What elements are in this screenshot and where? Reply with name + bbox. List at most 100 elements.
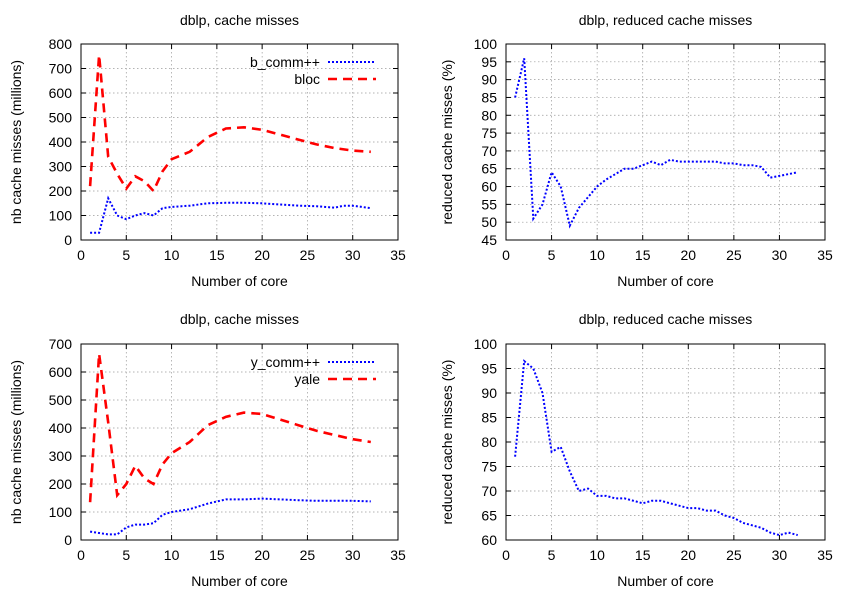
y-tick-label: 80	[481, 107, 497, 123]
y-tick-label: 500	[49, 392, 73, 408]
x-tick-label: 20	[254, 547, 270, 563]
y-tick-label: 60	[481, 179, 497, 195]
y-tick-label: 700	[49, 336, 73, 352]
x-tick-label: 30	[345, 247, 361, 263]
y-tick-label: 75	[481, 125, 497, 141]
y-tick-label: 80	[481, 434, 497, 450]
x-tick-label: 5	[548, 547, 556, 563]
y-tick-label: 55	[481, 196, 497, 212]
y-tick-label: 600	[49, 85, 73, 101]
x-tick-label: 15	[209, 547, 225, 563]
x-tick-label: 35	[817, 547, 833, 563]
x-tick-label: 0	[502, 547, 510, 563]
y-tick-label: 85	[481, 410, 497, 426]
y-tick-label: 100	[474, 36, 498, 52]
legend-label: y_comm++	[251, 354, 320, 370]
x-tick-label: 5	[122, 547, 130, 563]
chart-panel-4: 0 5 10 15 20 25 30 35 60 65 70 75 80 85 90 95 100 dblp, r…	[439, 311, 833, 589]
x-axis-label: Number of core	[617, 273, 714, 289]
y-tick-label: 85	[481, 89, 497, 105]
chart-panel-3: 0 5 10 15 20 25 30 35 0 100 200 300 400 500 600 700 dblp…	[8, 311, 406, 589]
x-tick-label: 20	[680, 547, 696, 563]
plot-frame	[505, 343, 826, 541]
y-tick-label: 300	[49, 159, 73, 175]
x-axis-label: Number of core	[191, 273, 288, 289]
y-tick-label: 60	[481, 532, 497, 548]
y-tick-label: 200	[49, 476, 73, 492]
chart-panel-1: 0 5 10 15 20 25 30 35 0 100 200 300 400 500 600 700 800 d…	[8, 12, 406, 289]
y-tick-label: 95	[481, 54, 497, 70]
y-tick-label: 800	[49, 36, 73, 52]
y-axis-label: nb cache misses (millions)	[8, 360, 24, 524]
legend-label: bloc	[294, 71, 320, 87]
x-tick-label: 25	[726, 547, 742, 563]
y-tick-label: 600	[49, 364, 73, 380]
y-tick-label: 700	[49, 61, 73, 77]
x-tick-label: 5	[548, 247, 556, 263]
chart-title: dblp, reduced cache misses	[579, 311, 753, 327]
x-tick-label: 15	[635, 247, 651, 263]
y-tick-label: 300	[49, 448, 73, 464]
y-tick-label: 75	[481, 459, 497, 475]
chart-title: dblp, cache misses	[180, 12, 299, 28]
x-tick-label: 30	[772, 247, 788, 263]
legend: b_comm++bloc	[250, 54, 376, 87]
x-tick-label: 5	[122, 247, 130, 263]
x-tick-label: 10	[164, 547, 180, 563]
y-tick-label: 65	[481, 508, 497, 524]
x-tick-label: 30	[345, 547, 361, 563]
series-line-yale	[88, 353, 371, 503]
series-line-series-1	[514, 58, 798, 229]
y-tick-label: 100	[474, 336, 498, 352]
y-tick-label: 400	[49, 134, 73, 150]
x-tick-label: 20	[680, 247, 696, 263]
x-tick-label: 35	[817, 247, 833, 263]
y-tick-label: 200	[49, 183, 73, 199]
y-tick-label: 70	[481, 143, 497, 159]
legend: y_comm++yale	[251, 354, 376, 387]
plot-frame	[505, 43, 826, 241]
x-tick-label: 0	[77, 247, 85, 263]
legend-label: b_comm++	[250, 54, 320, 70]
x-axis-label: Number of core	[191, 573, 288, 589]
x-tick-label: 15	[209, 247, 225, 263]
y-tick-label: 500	[49, 110, 73, 126]
x-axis-label: Number of core	[617, 573, 714, 589]
series-line-y-comm-	[89, 497, 371, 536]
y-tick-label: 90	[481, 72, 497, 88]
chart-title: dblp, reduced cache misses	[579, 12, 753, 28]
legend-label: yale	[294, 371, 320, 387]
y-tick-label: 400	[49, 420, 73, 436]
y-tick-label: 45	[481, 232, 497, 248]
y-tick-label: 100	[49, 208, 73, 224]
plot-frame	[80, 343, 399, 541]
y-axis-label: reduced cache misses (%)	[439, 60, 455, 225]
x-tick-label: 15	[635, 547, 651, 563]
y-tick-label: 50	[481, 214, 497, 230]
x-tick-label: 10	[589, 247, 605, 263]
series-line-series-1	[514, 359, 798, 537]
y-tick-label: 0	[64, 232, 72, 248]
series-line-bloc	[88, 54, 371, 194]
x-tick-label: 0	[502, 247, 510, 263]
x-tick-label: 35	[390, 247, 406, 263]
x-tick-label: 0	[77, 547, 85, 563]
y-tick-label: 70	[481, 483, 497, 499]
x-tick-label: 20	[254, 247, 270, 263]
x-tick-label: 10	[164, 247, 180, 263]
y-axis-label: reduced cache misses (%)	[439, 360, 455, 525]
x-tick-label: 10	[589, 547, 605, 563]
y-tick-label: 90	[481, 385, 497, 401]
y-tick-label: 65	[481, 161, 497, 177]
x-tick-label: 30	[772, 547, 788, 563]
x-tick-label: 25	[726, 247, 742, 263]
y-tick-label: 0	[64, 532, 72, 548]
y-axis-label: nb cache misses (millions)	[8, 60, 24, 224]
x-tick-label: 35	[390, 547, 406, 563]
series-line-b-comm-	[90, 195, 371, 234]
chart-title: dblp, cache misses	[180, 311, 299, 327]
x-tick-label: 25	[300, 547, 316, 563]
y-tick-label: 95	[481, 361, 497, 377]
